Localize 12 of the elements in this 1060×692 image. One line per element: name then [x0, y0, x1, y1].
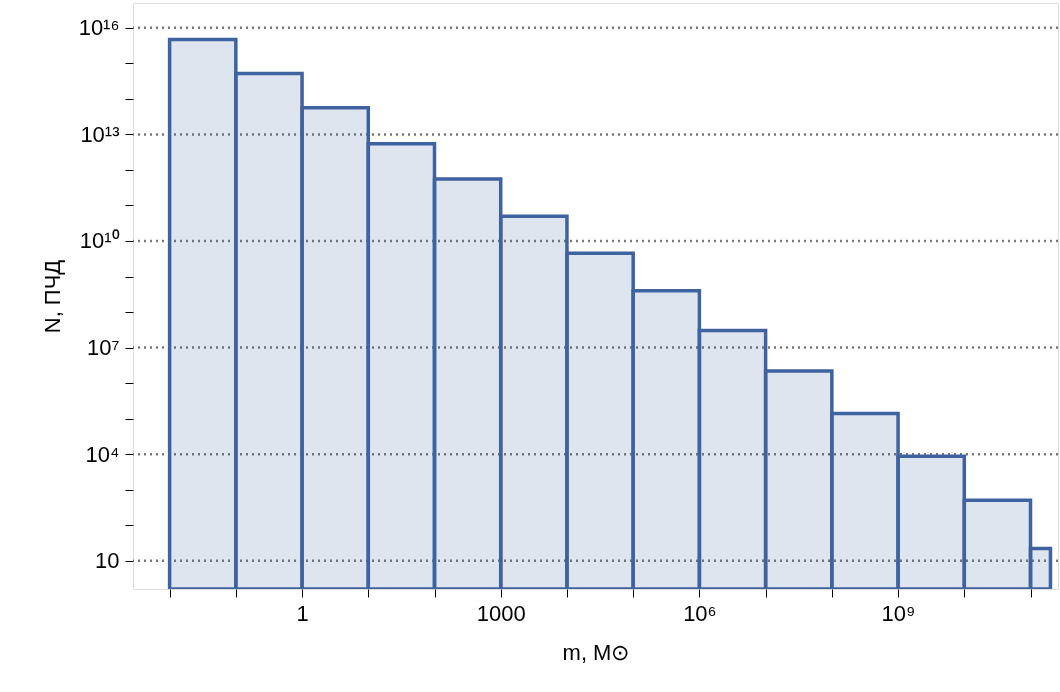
y-tick-label: 10⁷	[87, 335, 120, 361]
x-tick-label: 1	[296, 600, 309, 626]
y-tick-label: 10¹⁰	[79, 228, 120, 254]
y-tick-label: 10⁴	[85, 441, 120, 467]
x-axis-title: m, M⊙	[562, 639, 630, 665]
y-tick-label: 10¹⁶	[78, 15, 120, 41]
y-axis-title: N, ПЧД	[39, 259, 65, 334]
y-tick-label: 10	[95, 548, 120, 574]
x-tick-label: 1000	[476, 600, 526, 626]
x-tick-label: 10⁶	[683, 600, 717, 626]
y-tick-label: 10¹³	[80, 121, 120, 147]
x-tick-label: 10⁹	[881, 600, 916, 626]
